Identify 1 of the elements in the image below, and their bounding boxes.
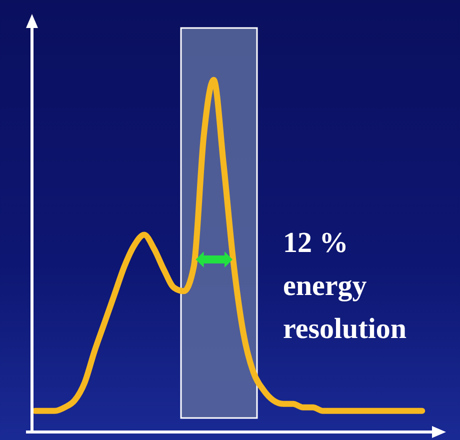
- annotation: 12 % energy resolution: [283, 226, 408, 347]
